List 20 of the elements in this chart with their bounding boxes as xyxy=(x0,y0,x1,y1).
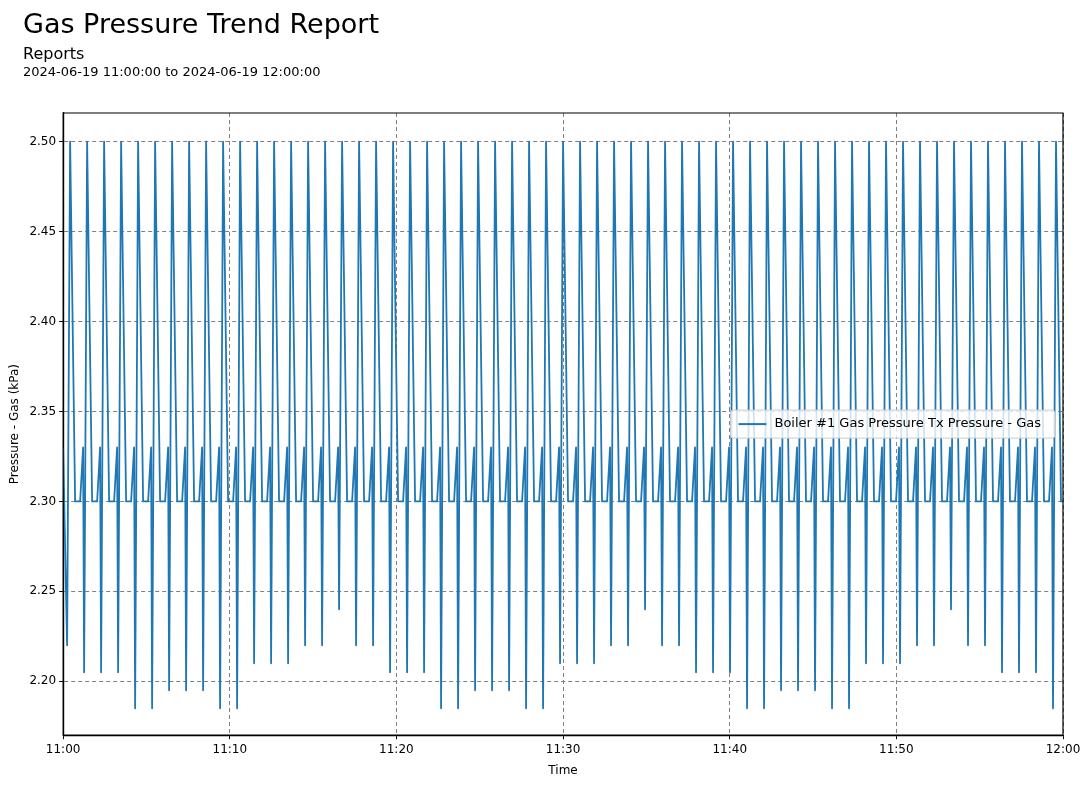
x-tick-label: 11:00 xyxy=(45,741,81,756)
y-tick-label: 2.30 xyxy=(29,493,57,508)
chart-title: Gas Pressure Trend Report xyxy=(23,8,379,39)
y-tick-label: 2.50 xyxy=(29,133,57,148)
y-tick-label: 2.40 xyxy=(29,313,57,328)
x-tick-label: 11:30 xyxy=(545,741,581,756)
x-tick-label: 11:40 xyxy=(712,741,748,756)
x-tick-label: 11:50 xyxy=(879,741,914,756)
x-tick-label: 11:20 xyxy=(379,741,414,756)
x-tick-label: 12:00 xyxy=(1045,741,1081,756)
y-axis-title: Pressure - Gas (kPa) xyxy=(7,363,22,485)
y-tick-label: 2.20 xyxy=(29,673,57,688)
legend-label: Boiler #1 Gas Pressure Tx Pressure - Gas xyxy=(774,415,1042,431)
text: 2024-06-19 11:00:00 to 2024-06-19 12:00:00 xyxy=(23,64,321,79)
y-tick-label: 2.25 xyxy=(29,583,57,598)
x-tick-label: 11:10 xyxy=(212,741,248,756)
x-axis-title: Time xyxy=(547,762,578,777)
y-tick-label: 2.35 xyxy=(29,403,57,418)
y-tick-label: 2.45 xyxy=(29,223,57,238)
chart-subtitle: Reports xyxy=(23,44,85,63)
